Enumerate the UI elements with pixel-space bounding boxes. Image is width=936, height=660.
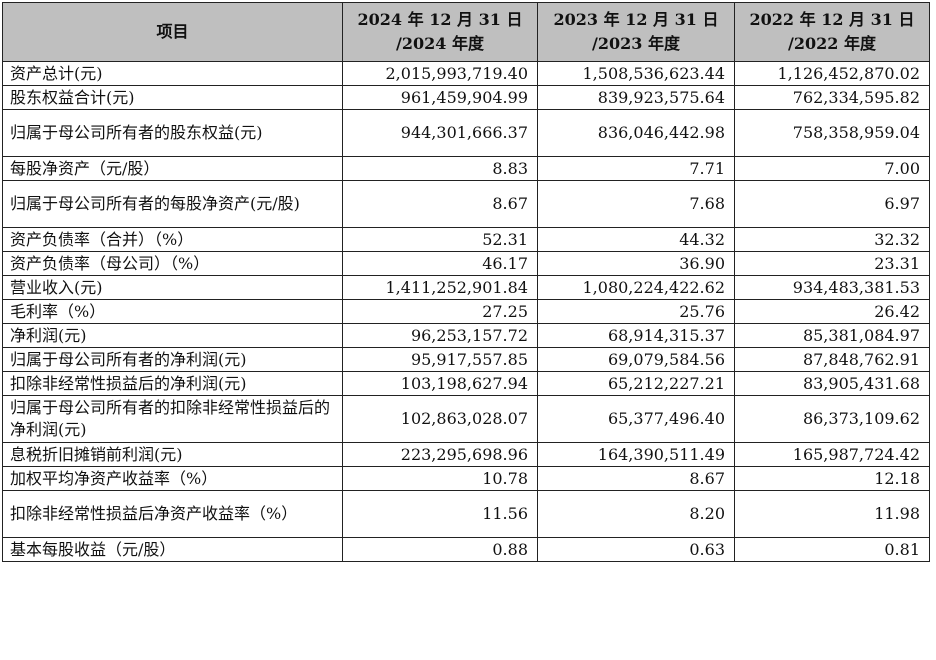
row-label: 加权平均净资产收益率（%） xyxy=(2,466,343,491)
value-2023: 69,079,584.56 xyxy=(537,347,735,372)
table-row: 扣除非经常性损益后净资产收益率（%） 11.56 8.20 11.98 xyxy=(2,490,930,538)
header-item-label: 项目 xyxy=(156,22,189,41)
row-label: 毛利率（%） xyxy=(2,299,343,324)
row-label: 归属于母公司所有者的每股净资产(元/股) xyxy=(2,180,343,228)
row-label: 归属于母公司所有者的扣除非经常性损益后的净利润(元) xyxy=(2,395,343,443)
row-label: 股东权益合计(元) xyxy=(2,85,343,110)
value-2023: 8.67 xyxy=(537,466,735,491)
value-2024: 11.56 xyxy=(342,490,538,538)
value-2023: 1,508,536,623.44 xyxy=(537,61,735,86)
value-2022: 87,848,762.91 xyxy=(734,347,930,372)
value-2024: 961,459,904.99 xyxy=(342,85,538,110)
value-2024: 944,301,666.37 xyxy=(342,109,538,157)
value-2023: 36.90 xyxy=(537,251,735,276)
row-label: 净利润(元) xyxy=(2,323,343,348)
header-item: 项目 xyxy=(2,2,343,62)
row-label: 每股净资产（元/股） xyxy=(2,156,343,181)
value-2023: 8.20 xyxy=(537,490,735,538)
value-2022: 7.00 xyxy=(734,156,930,181)
table-row: 基本每股收益（元/股） 0.88 0.63 0.81 xyxy=(2,537,930,562)
value-2024: 0.88 xyxy=(342,537,538,562)
value-2022: 6.97 xyxy=(734,180,930,228)
value-2022: 23.31 xyxy=(734,251,930,276)
table-row: 加权平均净资产收益率（%） 10.78 8.67 12.18 xyxy=(2,466,930,491)
header-2022-date: 2022 年 12 月 31 日 xyxy=(749,10,915,29)
value-2024: 95,917,557.85 xyxy=(342,347,538,372)
value-2024: 46.17 xyxy=(342,251,538,276)
value-2023: 25.76 xyxy=(537,299,735,324)
table-row: 营业收入(元) 1,411,252,901.84 1,080,224,422.6… xyxy=(2,275,930,300)
table-row: 资产负债率（合并）（%） 52.31 44.32 32.32 xyxy=(2,227,930,252)
value-2022: 86,373,109.62 xyxy=(734,395,930,443)
value-2022: 165,987,724.42 xyxy=(734,442,930,467)
table-row: 归属于母公司所有者的净利润(元) 95,917,557.85 69,079,58… xyxy=(2,347,930,372)
table-row: 归属于母公司所有者的股东权益(元) 944,301,666.37 836,046… xyxy=(2,109,930,157)
row-label: 归属于母公司所有者的净利润(元) xyxy=(2,347,343,372)
financial-summary-table: 项目 2024 年 12 月 31 日 /2024 年度 2023 年 12 月… xyxy=(2,2,930,562)
value-2023: 0.63 xyxy=(537,537,735,562)
value-2023: 68,914,315.37 xyxy=(537,323,735,348)
value-2024: 102,863,028.07 xyxy=(342,395,538,443)
table-row: 净利润(元) 96,253,157.72 68,914,315.37 85,38… xyxy=(2,323,930,348)
header-2023-date: 2023 年 12 月 31 日 xyxy=(553,10,719,29)
value-2023: 839,923,575.64 xyxy=(537,85,735,110)
value-2023: 164,390,511.49 xyxy=(537,442,735,467)
row-label: 扣除非经常性损益后净资产收益率（%） xyxy=(2,490,343,538)
row-label: 扣除非经常性损益后的净利润(元) xyxy=(2,371,343,396)
value-2022: 26.42 xyxy=(734,299,930,324)
value-2023: 7.68 xyxy=(537,180,735,228)
value-2024: 8.67 xyxy=(342,180,538,228)
value-2023: 44.32 xyxy=(537,227,735,252)
table-row: 扣除非经常性损益后的净利润(元) 103,198,627.94 65,212,2… xyxy=(2,371,930,396)
value-2024: 1,411,252,901.84 xyxy=(342,275,538,300)
value-2023: 7.71 xyxy=(537,156,735,181)
table-row: 息税折旧摊销前利润(元) 223,295,698.96 164,390,511.… xyxy=(2,442,930,467)
row-label: 息税折旧摊销前利润(元) xyxy=(2,442,343,467)
value-2022: 934,483,381.53 xyxy=(734,275,930,300)
value-2024: 223,295,698.96 xyxy=(342,442,538,467)
value-2022: 11.98 xyxy=(734,490,930,538)
table-row: 毛利率（%） 27.25 25.76 26.42 xyxy=(2,299,930,324)
value-2023: 836,046,442.98 xyxy=(537,109,735,157)
value-2024: 2,015,993,719.40 xyxy=(342,61,538,86)
value-2024: 52.31 xyxy=(342,227,538,252)
header-2024-date: 2024 年 12 月 31 日 xyxy=(357,10,523,29)
value-2022: 12.18 xyxy=(734,466,930,491)
header-2024-year: /2024 年度 xyxy=(396,34,484,53)
header-2023: 2023 年 12 月 31 日 /2023 年度 xyxy=(537,2,735,62)
header-2023-year: /2023 年度 xyxy=(592,34,680,53)
table-row: 每股净资产（元/股） 8.83 7.71 7.00 xyxy=(2,156,930,181)
row-label: 资产负债率（合并）（%） xyxy=(2,227,343,252)
value-2022: 762,334,595.82 xyxy=(734,85,930,110)
value-2022: 32.32 xyxy=(734,227,930,252)
financial-table-container: 项目 2024 年 12 月 31 日 /2024 年度 2023 年 12 月… xyxy=(2,2,930,562)
value-2024: 10.78 xyxy=(342,466,538,491)
table-header-row: 项目 2024 年 12 月 31 日 /2024 年度 2023 年 12 月… xyxy=(2,2,930,62)
value-2024: 27.25 xyxy=(342,299,538,324)
row-label: 资产负债率（母公司）（%） xyxy=(2,251,343,276)
row-label: 资产总计(元) xyxy=(2,61,343,86)
header-2024: 2024 年 12 月 31 日 /2024 年度 xyxy=(342,2,538,62)
value-2022: 85,381,084.97 xyxy=(734,323,930,348)
table-row: 股东权益合计(元) 961,459,904.99 839,923,575.64 … xyxy=(2,85,930,110)
value-2024: 8.83 xyxy=(342,156,538,181)
row-label: 营业收入(元) xyxy=(2,275,343,300)
value-2022: 758,358,959.04 xyxy=(734,109,930,157)
value-2023: 65,377,496.40 xyxy=(537,395,735,443)
table-row: 归属于母公司所有者的每股净资产(元/股) 8.67 7.68 6.97 xyxy=(2,180,930,228)
header-2022: 2022 年 12 月 31 日 /2022 年度 xyxy=(734,2,930,62)
row-label: 归属于母公司所有者的股东权益(元) xyxy=(2,109,343,157)
row-label: 基本每股收益（元/股） xyxy=(2,537,343,562)
table-row: 归属于母公司所有者的扣除非经常性损益后的净利润(元) 102,863,028.0… xyxy=(2,395,930,443)
value-2022: 0.81 xyxy=(734,537,930,562)
value-2022: 83,905,431.68 xyxy=(734,371,930,396)
value-2023: 1,080,224,422.62 xyxy=(537,275,735,300)
table-row: 资产负债率（母公司）（%） 46.17 36.90 23.31 xyxy=(2,251,930,276)
header-2022-year: /2022 年度 xyxy=(788,34,876,53)
table-row: 资产总计(元) 2,015,993,719.40 1,508,536,623.4… xyxy=(2,61,930,86)
value-2022: 1,126,452,870.02 xyxy=(734,61,930,86)
value-2024: 103,198,627.94 xyxy=(342,371,538,396)
value-2023: 65,212,227.21 xyxy=(537,371,735,396)
value-2024: 96,253,157.72 xyxy=(342,323,538,348)
